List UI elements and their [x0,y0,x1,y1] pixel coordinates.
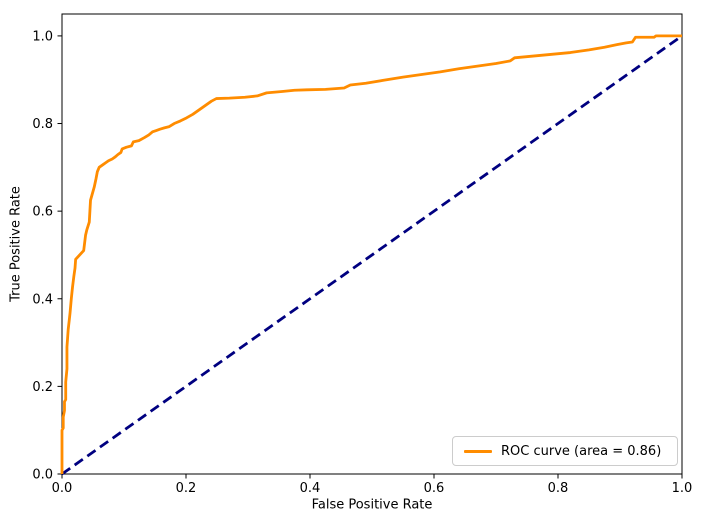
axes-frame [61,13,683,475]
y-tick-label: 0.0 [32,468,53,483]
y-tick-label: 1.0 [32,29,53,44]
y-tick-label: 0.2 [32,380,53,395]
legend: ROC curve (area = 0.86) [452,436,678,466]
chance-diagonal-line [61,34,683,476]
y-axis-label: True Positive Rate [8,186,24,302]
x-tick-label: 0.6 [424,481,445,496]
legend-roc-label: ROC curve (area = 0.86) [501,443,662,459]
y-tick-label: 0.8 [32,117,53,132]
x-tick-label: 1.0 [672,481,693,496]
x-axis-label: False Positive Rate [311,497,433,513]
roc-curve-line [60,34,682,474]
x-tick-label: 0.8 [548,481,569,496]
x-tick-label: 0.2 [176,481,197,496]
y-tick-label: 0.6 [32,205,53,220]
legend-roc-swatch [464,449,492,453]
y-tick-label: 0.4 [32,292,53,307]
x-tick-label: 0.4 [300,481,321,496]
x-tick-label: 0.0 [52,481,73,496]
